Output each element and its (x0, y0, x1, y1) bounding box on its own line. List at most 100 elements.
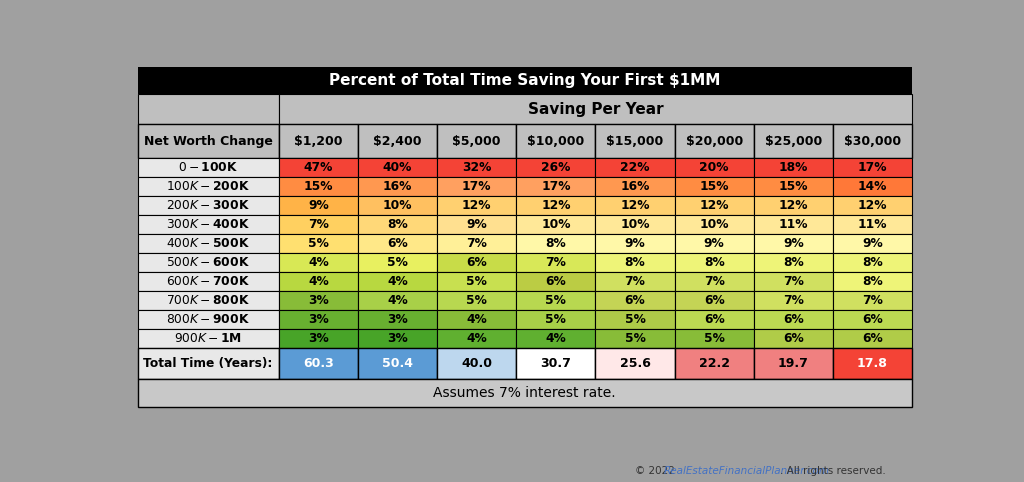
Text: 4%: 4% (308, 256, 329, 269)
Bar (595, 197, 675, 215)
Text: 10%: 10% (621, 218, 650, 231)
Text: $500K - $600K: $500K - $600K (166, 256, 250, 269)
Text: 17%: 17% (858, 161, 887, 174)
Bar (754, 215, 833, 234)
Bar (754, 254, 833, 272)
Text: $300K - $400K: $300K - $400K (166, 218, 250, 231)
Text: $5,000: $5,000 (453, 135, 501, 148)
Bar (358, 254, 437, 272)
Bar (137, 379, 912, 407)
Bar (358, 234, 437, 254)
Text: 50.4: 50.4 (382, 357, 413, 370)
Text: 5%: 5% (466, 275, 487, 288)
Bar (279, 159, 358, 177)
Bar (358, 310, 437, 329)
Bar (595, 310, 675, 329)
Bar (595, 234, 675, 254)
Bar (833, 292, 912, 310)
Bar (754, 234, 833, 254)
Bar (675, 234, 754, 254)
Bar (437, 292, 516, 310)
Text: 60.3: 60.3 (303, 357, 334, 370)
Bar (754, 348, 833, 379)
Bar (437, 348, 516, 379)
Text: 4%: 4% (387, 275, 408, 288)
Text: 16%: 16% (621, 180, 649, 193)
Text: 15%: 15% (778, 180, 808, 193)
Text: Saving Per Year: Saving Per Year (527, 102, 664, 117)
Text: 40%: 40% (383, 161, 413, 174)
Text: 12%: 12% (621, 200, 650, 213)
Text: 12%: 12% (462, 200, 492, 213)
Bar (279, 177, 358, 197)
Text: 10%: 10% (541, 218, 570, 231)
Bar (137, 234, 279, 254)
Bar (358, 292, 437, 310)
Text: 10%: 10% (699, 218, 729, 231)
Text: 26%: 26% (541, 161, 570, 174)
Bar (279, 124, 358, 159)
Text: RealEstateFinancialPlanner.com: RealEstateFinancialPlanner.com (664, 467, 829, 476)
Text: $700K - $800K: $700K - $800K (166, 295, 250, 308)
Bar (595, 159, 675, 177)
Bar (516, 254, 595, 272)
Bar (437, 159, 516, 177)
Text: 20%: 20% (699, 161, 729, 174)
Text: $30,000: $30,000 (844, 135, 901, 148)
Text: $2,400: $2,400 (374, 135, 422, 148)
Text: 11%: 11% (778, 218, 808, 231)
Text: 7%: 7% (466, 238, 487, 251)
Bar (833, 272, 912, 292)
Bar (137, 67, 912, 94)
Text: 6%: 6% (783, 313, 804, 326)
Bar (358, 177, 437, 197)
Text: 15%: 15% (303, 180, 333, 193)
Text: 5%: 5% (387, 256, 408, 269)
Text: 15%: 15% (699, 180, 729, 193)
Text: 7%: 7% (862, 295, 883, 308)
Bar (137, 215, 279, 234)
Text: Total Time (Years):: Total Time (Years): (143, 357, 272, 370)
Bar (833, 197, 912, 215)
Text: 12%: 12% (541, 200, 570, 213)
Bar (516, 329, 595, 348)
Bar (137, 292, 279, 310)
Text: $0 - $100K: $0 - $100K (178, 161, 239, 174)
Text: 8%: 8% (862, 275, 883, 288)
Bar (358, 348, 437, 379)
Bar (675, 272, 754, 292)
Text: $15,000: $15,000 (606, 135, 664, 148)
Text: 5%: 5% (625, 333, 645, 346)
Bar (437, 177, 516, 197)
Text: 8%: 8% (546, 238, 566, 251)
Text: Net Worth Change: Net Worth Change (143, 135, 272, 148)
Text: 12%: 12% (858, 200, 887, 213)
Text: 3%: 3% (387, 333, 408, 346)
Bar (279, 234, 358, 254)
Bar (279, 292, 358, 310)
Text: Assumes 7% interest rate.: Assumes 7% interest rate. (433, 386, 616, 400)
Text: $800K - $900K: $800K - $900K (166, 313, 250, 326)
Bar (595, 177, 675, 197)
Text: 40.0: 40.0 (461, 357, 493, 370)
Text: 7%: 7% (783, 295, 804, 308)
Bar (675, 254, 754, 272)
Bar (358, 197, 437, 215)
Bar (137, 197, 279, 215)
Bar (516, 197, 595, 215)
Text: 6%: 6% (703, 313, 725, 326)
Text: 7%: 7% (703, 275, 725, 288)
Bar (437, 234, 516, 254)
Bar (595, 272, 675, 292)
Bar (833, 254, 912, 272)
Bar (833, 159, 912, 177)
Text: 5%: 5% (466, 295, 487, 308)
Bar (358, 124, 437, 159)
Text: 8%: 8% (862, 256, 883, 269)
Bar (358, 329, 437, 348)
Text: 4%: 4% (466, 313, 487, 326)
Text: 8%: 8% (387, 218, 408, 231)
Text: $10,000: $10,000 (527, 135, 585, 148)
Text: Percent of Total Time Saving Your First $1MM: Percent of Total Time Saving Your First … (329, 73, 721, 88)
Bar (833, 124, 912, 159)
